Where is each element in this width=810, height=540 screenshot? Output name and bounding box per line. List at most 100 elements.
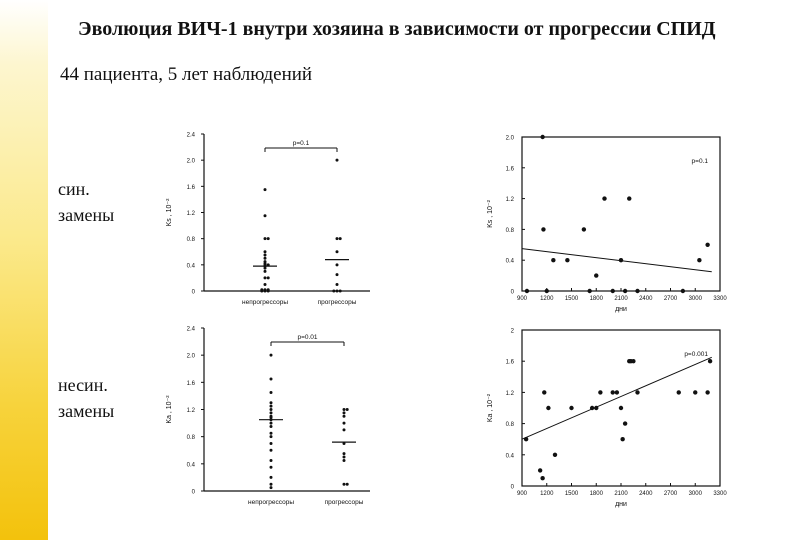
- data-point: [342, 455, 346, 459]
- x-tick-label: 2400: [639, 296, 653, 302]
- data-point: [631, 359, 636, 364]
- category-label: прогрессоры: [318, 299, 357, 306]
- data-point: [335, 263, 339, 267]
- data-point: [581, 227, 587, 232]
- row-label-line: замены: [58, 401, 115, 421]
- data-point: [335, 273, 339, 277]
- data-point: [269, 475, 273, 479]
- data-point: [544, 288, 549, 294]
- data-point: [610, 288, 615, 294]
- y-tick-label: 0.8: [506, 422, 515, 428]
- x-tick-label: 2700: [664, 296, 678, 302]
- x-tick-label: 1200: [540, 296, 554, 302]
- data-point: [342, 428, 346, 432]
- data-point: [263, 289, 267, 293]
- y-tick-label: 1.6: [506, 166, 515, 172]
- data-point: [263, 282, 267, 286]
- x-tick-label: 2400: [639, 491, 653, 497]
- y-tick-label: 2.4: [187, 327, 196, 333]
- data-point: [541, 227, 546, 232]
- x-tick-label: 2700: [664, 491, 678, 497]
- data-point: [269, 458, 273, 462]
- data-point: [622, 288, 628, 294]
- data-point: [269, 408, 273, 411]
- slide-subtitle: 44 пациента, 5 лет наблюдений: [60, 64, 313, 85]
- x-tick-label: 3000: [689, 296, 703, 302]
- data-point: [569, 405, 574, 411]
- regression-line: [521, 248, 712, 273]
- data-point: [263, 266, 267, 270]
- accent-strip: [0, 0, 48, 540]
- data-point: [266, 237, 270, 241]
- data-point: [335, 158, 339, 162]
- row-label-synonymous: син. замены: [58, 176, 114, 228]
- data-point: [263, 253, 267, 257]
- y-tick-label: 2.0: [187, 354, 196, 360]
- data-point: [589, 405, 595, 411]
- data-point: [342, 408, 346, 411]
- p-value-annotation: p=0.01: [297, 334, 317, 341]
- y-axis-label: Ka , 10⁻²: [166, 395, 173, 424]
- data-point: [269, 431, 273, 435]
- row-label-line: замены: [58, 205, 115, 225]
- x-tick-label: 1800: [590, 491, 604, 497]
- data-point: [602, 196, 607, 201]
- data-point: [587, 288, 592, 294]
- row-label-line: син.: [58, 179, 90, 199]
- data-point: [335, 282, 339, 286]
- data-point: [627, 196, 632, 201]
- category-label: непрогрессоры: [242, 299, 288, 306]
- data-point: [598, 390, 603, 395]
- data-point: [269, 421, 273, 425]
- data-point: [635, 390, 640, 395]
- y-tick-label: 0.8: [187, 237, 196, 243]
- data-point: [523, 437, 529, 442]
- data-point: [594, 405, 599, 411]
- chart-syn-time: 900 1200 1500 1800 2100 2400 2700 3000 3300 дни 0 0…: [487, 134, 727, 313]
- y-tick-label: 0: [192, 490, 196, 496]
- y-tick-label: 0: [511, 485, 515, 491]
- data-point: [542, 390, 547, 395]
- row-label-nonsynonymous: несин. замены: [58, 372, 114, 424]
- data-point: [269, 404, 273, 408]
- data-point: [537, 468, 543, 473]
- x-tick-label: 1800: [590, 296, 604, 302]
- y-axis-label: Ks , 10⁻²: [487, 199, 494, 227]
- data-point: [614, 390, 620, 395]
- x-tick-label: 2100: [614, 296, 628, 302]
- data-point: [540, 134, 545, 140]
- data-point: [266, 276, 270, 280]
- data-point: [342, 458, 346, 462]
- regression-line: [521, 356, 712, 440]
- data-point: [269, 465, 273, 469]
- data-point: [551, 258, 556, 263]
- x-tick-label: 2100: [614, 491, 628, 497]
- y-tick-label: 1.6: [187, 381, 196, 387]
- data-point: [342, 421, 346, 425]
- data-point: [697, 258, 702, 263]
- x-tick-label: 900: [517, 491, 528, 497]
- plot-frame: [521, 136, 721, 292]
- x-axis-label: дни: [615, 501, 627, 508]
- data-point: [342, 411, 346, 415]
- y-tick-label: 1.2: [187, 211, 196, 217]
- data-point: [269, 435, 273, 439]
- data-point: [269, 486, 273, 490]
- y-tick-label: 2.0: [506, 136, 515, 142]
- data-point: [618, 405, 624, 411]
- y-tick-label: 0: [511, 290, 515, 296]
- y-axis-label: Ka , 10⁻²: [487, 393, 494, 422]
- data-point: [338, 289, 342, 293]
- data-point: [338, 237, 342, 241]
- data-point: [705, 242, 710, 247]
- y-tick-label: 1.6: [187, 185, 196, 191]
- data-point: [269, 353, 273, 357]
- data-point: [342, 441, 346, 445]
- data-point: [620, 437, 625, 442]
- category-label: прогрессоры: [325, 499, 364, 506]
- data-point: [610, 390, 615, 395]
- y-tick-label: 0.4: [506, 453, 515, 459]
- y-tick-label: 1.2: [506, 391, 515, 397]
- chart-syn-groups: 0 0.4 0.8 1.2 1.6 2.0 2.4 Ks , 10⁻² непрогрессор…: [166, 133, 370, 306]
- x-axis-label: дни: [615, 306, 627, 313]
